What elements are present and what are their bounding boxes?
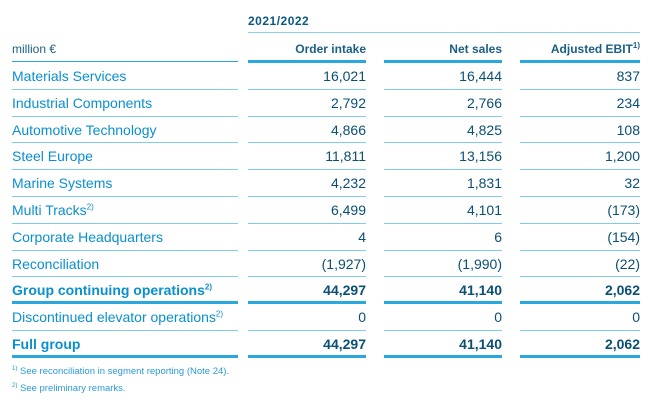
- table-row: Corporate Headquarters 4 6 (154): [12, 224, 640, 251]
- cell-net-sales: 4,825: [466, 121, 502, 138]
- cell-order-intake: 4,232: [330, 175, 366, 192]
- cell-adjusted-ebit: (22): [615, 255, 640, 272]
- row-label: Full group: [12, 335, 81, 352]
- cell-net-sales: 4,101: [466, 201, 502, 218]
- table-row: Steel Europe 11,811 13,156 1,200: [12, 143, 640, 171]
- header-divider: [248, 60, 366, 63]
- row-label: Group continuing operations2): [12, 282, 213, 299]
- table-row: Reconciliation (1,927) (1,990) (22): [12, 251, 640, 278]
- cell-adjusted-ebit: 234: [616, 94, 640, 111]
- header-adjusted-ebit: Adjusted EBIT1): [550, 41, 640, 57]
- period-header: 2021/2022: [248, 14, 310, 28]
- table-row: Discontinued elevator operations2) 0 0 0: [12, 304, 640, 331]
- cell-adjusted-ebit: 0: [632, 309, 640, 326]
- table-row-total: Full group 44,297 41,140 2,062: [12, 331, 640, 358]
- header-net-sales: Net sales: [449, 42, 502, 56]
- cell-net-sales: 1,831: [466, 175, 502, 192]
- cell-order-intake: 2,792: [330, 94, 366, 111]
- row-label: Steel Europe: [12, 148, 93, 165]
- table-row-total: Group continuing operations2) 44,297 41,…: [12, 277, 640, 305]
- cell-net-sales: (1,990): [457, 255, 502, 272]
- cell-adjusted-ebit: 837: [616, 68, 640, 84]
- row-label: Reconciliation: [12, 255, 100, 272]
- cell-order-intake: 0: [358, 309, 366, 326]
- table-body: Materials Services 16,021 16,444 837 Ind…: [12, 63, 640, 358]
- header-divider: [384, 60, 502, 63]
- table-row: Marine Systems 4,232 1,831 32: [12, 170, 640, 197]
- row-label: Automotive Technology: [12, 121, 157, 138]
- table-row: Industrial Components 2,792 2,766 234: [12, 90, 640, 117]
- cell-order-intake: 16,021: [323, 68, 366, 84]
- cell-net-sales: 41,140: [459, 335, 502, 352]
- cell-adjusted-ebit: 32: [624, 175, 640, 192]
- cell-order-intake: (1,927): [321, 255, 366, 272]
- cell-adjusted-ebit: 108: [616, 121, 640, 138]
- header-divider: [12, 61, 238, 62]
- table-row: Multi Tracks2) 6,499 4,101 (173): [12, 197, 640, 224]
- cell-net-sales: 6: [494, 228, 502, 245]
- footnote: 2) See preliminary remarks.: [12, 382, 126, 394]
- row-label: Corporate Headquarters: [12, 228, 163, 245]
- table-row: Automotive Technology 4,866 4,825 108: [12, 117, 640, 144]
- footnote: 1) See reconciliation in segment reporti…: [12, 365, 230, 377]
- row-label: Discontinued elevator operations2): [12, 309, 224, 326]
- cell-adjusted-ebit: (154): [607, 228, 640, 245]
- row-label: Industrial Components: [12, 94, 153, 111]
- cell-net-sales: 13,156: [459, 148, 502, 165]
- cell-adjusted-ebit: (173): [607, 201, 640, 218]
- cell-order-intake: 4: [358, 228, 366, 245]
- cell-net-sales: 2,766: [466, 94, 502, 111]
- cell-order-intake: 44,297: [323, 282, 366, 299]
- period-divider: [248, 32, 640, 33]
- row-label: Marine Systems: [12, 175, 113, 192]
- unit-label: million €: [12, 42, 57, 56]
- table-row: Materials Services 16,021 16,444 837: [12, 63, 640, 90]
- row-label: Multi Tracks2): [12, 201, 94, 218]
- cell-order-intake: 44,297: [323, 335, 366, 352]
- cell-adjusted-ebit: 2,062: [604, 282, 640, 299]
- column-header-row: million € Order intake Net sales Adjuste…: [12, 38, 640, 58]
- cell-order-intake: 6,499: [330, 201, 366, 218]
- cell-order-intake: 4,866: [330, 121, 366, 138]
- cell-net-sales: 0: [494, 309, 502, 326]
- row-label: Materials Services: [12, 68, 127, 84]
- cell-order-intake: 11,811: [325, 148, 366, 165]
- cell-net-sales: 16,444: [459, 68, 502, 84]
- cell-adjusted-ebit: 2,062: [604, 335, 640, 352]
- header-order-intake: Order intake: [295, 42, 366, 56]
- cell-net-sales: 41,140: [459, 282, 502, 299]
- header-divider: [520, 60, 640, 63]
- cell-adjusted-ebit: 1,200: [604, 148, 640, 165]
